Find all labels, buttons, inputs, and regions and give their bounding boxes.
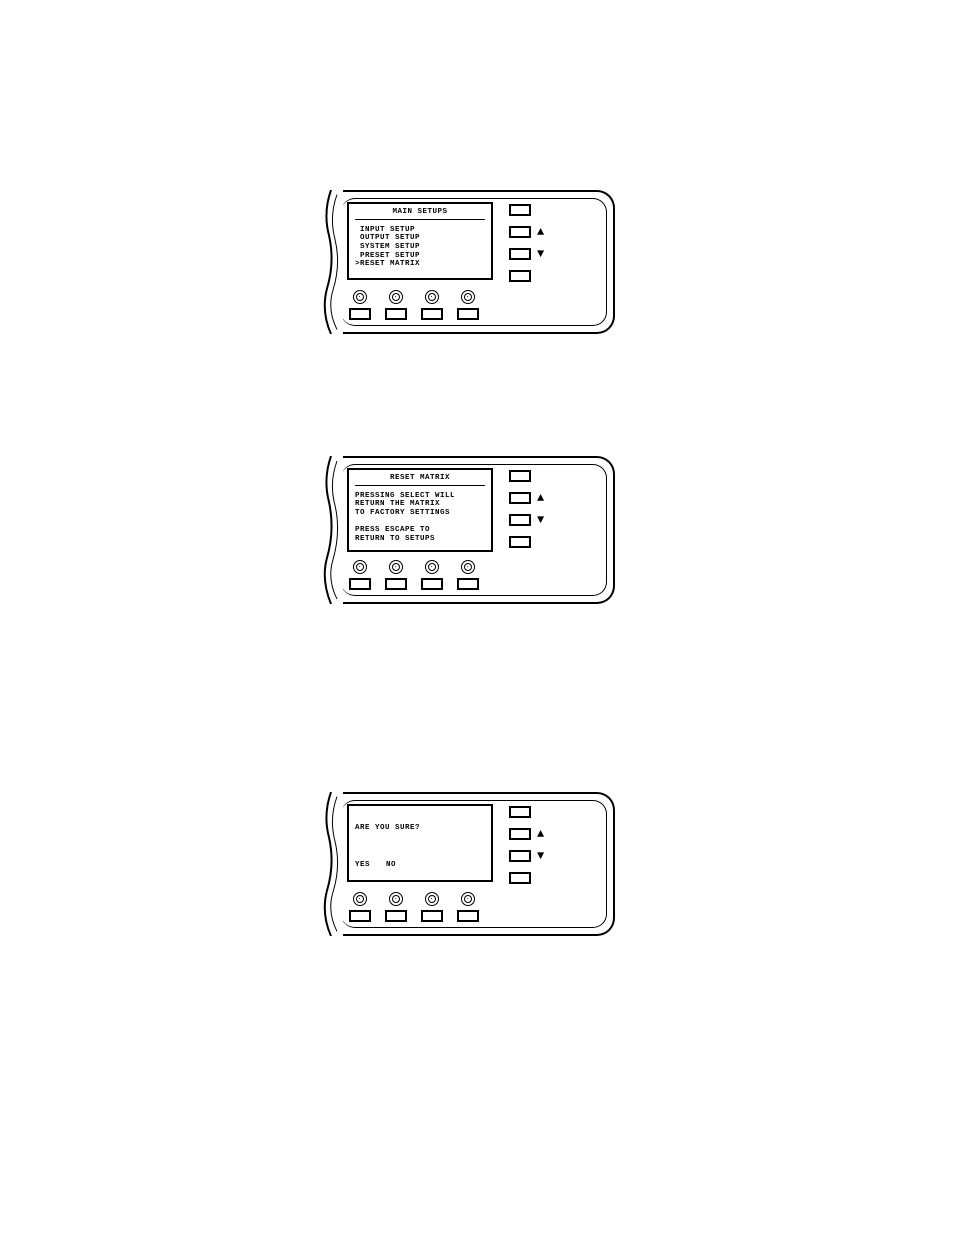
up-button[interactable] <box>509 226 531 238</box>
knob-button-1 <box>349 560 371 590</box>
lcd-screen: ARE YOU SURE? YES NO <box>347 804 493 882</box>
panel-bezel: ARE YOU SURE? YES NO ▲ <box>315 792 615 936</box>
side-button[interactable] <box>509 470 531 482</box>
knob-button-3 <box>421 892 443 922</box>
soft-button[interactable] <box>385 308 407 320</box>
panel-bezel: MAIN SETUPS INPUT SETUP OUTPUT SETUP SYS… <box>315 190 615 334</box>
knob-button-row <box>349 892 601 922</box>
down-button[interactable] <box>509 248 531 260</box>
soft-button-no[interactable] <box>385 910 407 922</box>
side-button[interactable] <box>509 806 531 818</box>
side-button-4 <box>509 872 544 884</box>
rotary-knob[interactable] <box>425 892 439 906</box>
up-arrow-icon: ▲ <box>537 492 544 504</box>
rotary-knob[interactable] <box>461 560 475 574</box>
torn-edge <box>313 190 343 334</box>
rotary-knob[interactable] <box>353 892 367 906</box>
soft-button-yes[interactable] <box>349 910 371 922</box>
knob-button-2 <box>385 892 407 922</box>
side-button-down-row: ▼ <box>509 248 544 260</box>
lcd-title: MAIN SETUPS <box>355 208 485 220</box>
side-button[interactable] <box>509 270 531 282</box>
side-button-up-row: ▲ <box>509 828 544 840</box>
knob-button-1 <box>349 892 371 922</box>
knob-button-3 <box>421 290 443 320</box>
rotary-knob[interactable] <box>389 892 403 906</box>
lcd-screen: RESET MATRIX PRESSING SELECT WILL RETURN… <box>347 468 493 552</box>
page: MAIN SETUPS INPUT SETUP OUTPUT SETUP SYS… <box>0 0 954 1235</box>
knob-button-row <box>349 290 601 320</box>
lcd-screen: MAIN SETUPS INPUT SETUP OUTPUT SETUP SYS… <box>347 202 493 280</box>
side-button-up-row: ▲ <box>509 226 544 238</box>
device-panel-1: MAIN SETUPS INPUT SETUP OUTPUT SETUP SYS… <box>315 190 615 334</box>
side-button[interactable] <box>509 872 531 884</box>
up-arrow-icon: ▲ <box>537 828 544 840</box>
lcd-message: ARE YOU SURE? <box>355 824 485 833</box>
side-button[interactable] <box>509 536 531 548</box>
knob-button-2 <box>385 560 407 590</box>
soft-button[interactable] <box>457 578 479 590</box>
down-arrow-icon: ▼ <box>537 248 544 260</box>
soft-button[interactable] <box>385 578 407 590</box>
side-button-up-row: ▲ <box>509 492 544 504</box>
rotary-knob[interactable] <box>353 560 367 574</box>
up-button[interactable] <box>509 828 531 840</box>
down-arrow-icon: ▼ <box>537 850 544 862</box>
torn-edge <box>313 456 343 604</box>
side-button-column: ▲ ▼ <box>509 204 544 282</box>
side-button-down-row: ▼ <box>509 850 544 862</box>
side-button-down-row: ▼ <box>509 514 544 526</box>
knob-button-1 <box>349 290 371 320</box>
knob-button-4 <box>457 290 479 320</box>
panel-content: RESET MATRIX PRESSING SELECT WILL RETURN… <box>347 468 601 552</box>
soft-button[interactable] <box>457 910 479 922</box>
side-button-column: ▲ ▼ <box>509 806 544 884</box>
lcd-title: RESET MATRIX <box>355 474 485 486</box>
rotary-knob[interactable] <box>389 560 403 574</box>
soft-button[interactable] <box>421 910 443 922</box>
soft-button[interactable] <box>349 308 371 320</box>
down-button[interactable] <box>509 850 531 862</box>
soft-button[interactable] <box>421 308 443 320</box>
side-button[interactable] <box>509 204 531 216</box>
down-button[interactable] <box>509 514 531 526</box>
knob-button-3 <box>421 560 443 590</box>
rotary-knob[interactable] <box>353 290 367 304</box>
device-panel-3: ARE YOU SURE? YES NO ▲ <box>315 792 615 936</box>
rotary-knob[interactable] <box>389 290 403 304</box>
side-button-4 <box>509 270 544 282</box>
up-button[interactable] <box>509 492 531 504</box>
lcd-soft-labels: YES NO <box>355 861 485 870</box>
panel-content: MAIN SETUPS INPUT SETUP OUTPUT SETUP SYS… <box>347 202 601 282</box>
knob-button-4 <box>457 560 479 590</box>
rotary-knob[interactable] <box>425 290 439 304</box>
rotary-knob[interactable] <box>461 892 475 906</box>
torn-edge <box>313 792 343 936</box>
yes-label: YES <box>355 861 370 870</box>
side-button-1 <box>509 470 544 482</box>
knob-button-4 <box>457 892 479 922</box>
lcd-body-lines: PRESSING SELECT WILL RETURN THE MATRIX T… <box>355 492 485 544</box>
side-button-4 <box>509 536 544 548</box>
rotary-knob[interactable] <box>425 560 439 574</box>
side-button-1 <box>509 204 544 216</box>
no-label: NO <box>386 861 396 870</box>
soft-button[interactable] <box>349 578 371 590</box>
side-button-1 <box>509 806 544 818</box>
panel-bezel: RESET MATRIX PRESSING SELECT WILL RETURN… <box>315 456 615 604</box>
down-arrow-icon: ▼ <box>537 514 544 526</box>
device-panel-2: RESET MATRIX PRESSING SELECT WILL RETURN… <box>315 456 615 604</box>
side-button-column: ▲ ▼ <box>509 470 544 548</box>
soft-button[interactable] <box>457 308 479 320</box>
soft-button[interactable] <box>421 578 443 590</box>
up-arrow-icon: ▲ <box>537 226 544 238</box>
rotary-knob[interactable] <box>461 290 475 304</box>
panel-content: ARE YOU SURE? YES NO ▲ <box>347 804 601 884</box>
knob-button-2 <box>385 290 407 320</box>
knob-button-row <box>349 560 601 590</box>
lcd-menu-lines: INPUT SETUP OUTPUT SETUP SYSTEM SETUP PR… <box>355 226 485 269</box>
